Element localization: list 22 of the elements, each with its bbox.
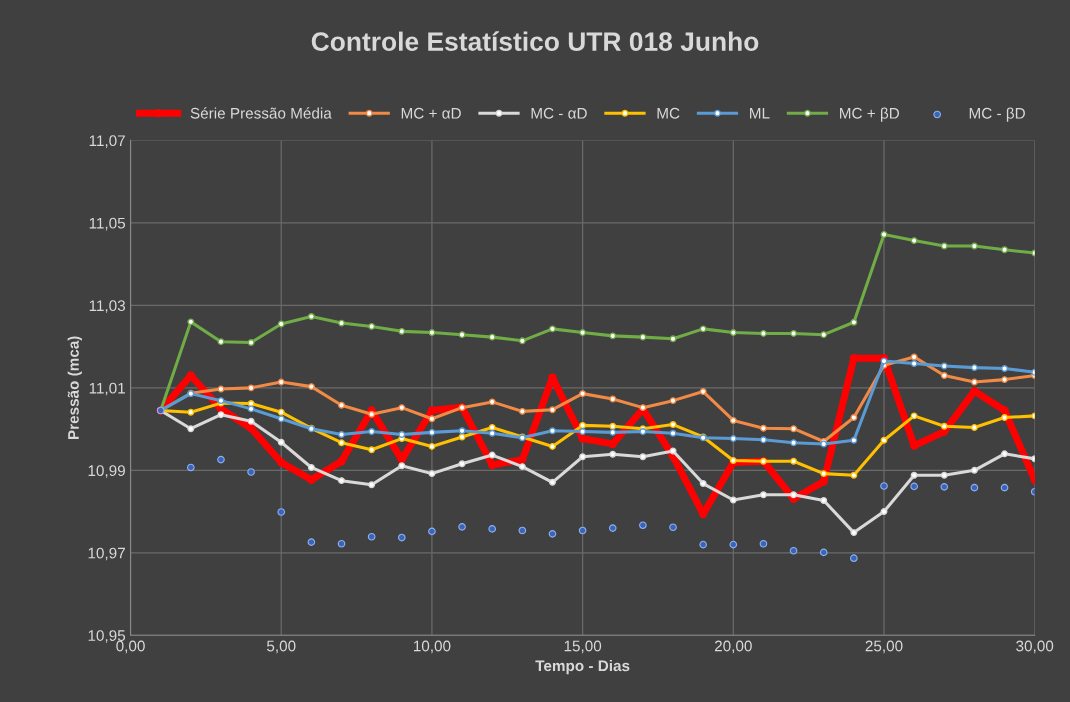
x-tick-label: 30,00 (1016, 640, 1054, 654)
y-tick-label: 10,99 (88, 465, 125, 478)
x-tick-label: 25,00 (865, 640, 903, 654)
legend-label: MC + βD (840, 107, 900, 122)
legend-label: MC - βD (969, 107, 1025, 122)
x-tick-label: 5,00 (266, 640, 296, 654)
x-axis-title: Tempo - Dias (535, 659, 630, 675)
legend-label: MC (657, 107, 680, 119)
legend-label: MC - αD (531, 107, 587, 119)
y-tick-label: 10,97 (88, 547, 125, 561)
legend-label: MC + αD (401, 107, 461, 119)
x-tick-label: 10,00 (413, 640, 451, 654)
y-tick-label: 11,05 (89, 217, 126, 231)
y-tick-label: 11,01 (89, 382, 125, 396)
y-axis-title: Pressão (mca) (67, 336, 82, 440)
x-tick-label: 20,00 (714, 640, 752, 654)
legend-label: ML (750, 108, 770, 119)
chart-title: Controle Estatístico UTR 018 Junho (311, 31, 759, 51)
legend-label: Série Pressão Média (190, 107, 332, 119)
y-tick-label: 11,07 (89, 135, 125, 148)
y-tick-label: 11,03 (89, 300, 126, 313)
x-tick-label: 15,00 (564, 640, 602, 654)
